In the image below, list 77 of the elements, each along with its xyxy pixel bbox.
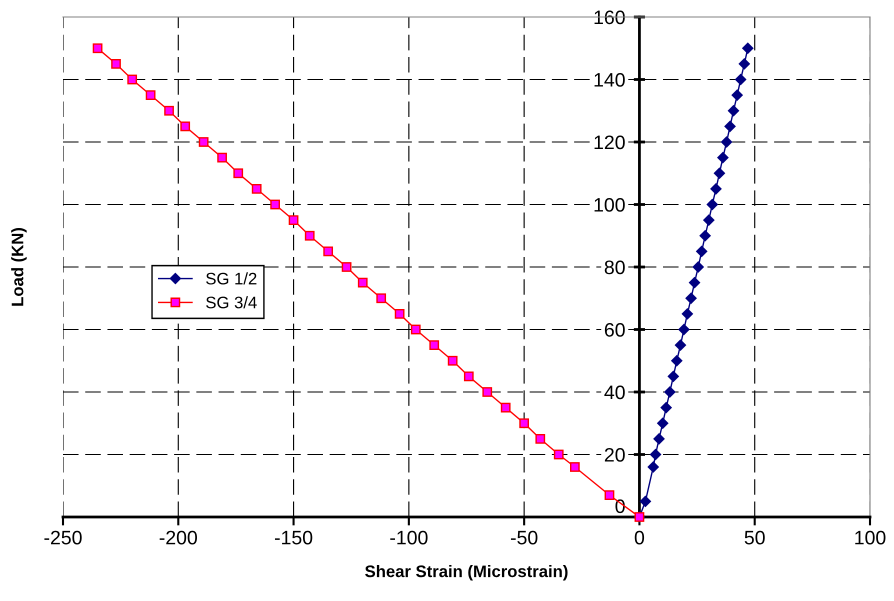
point [640,496,652,507]
point [706,198,718,210]
point [692,261,704,273]
point [180,122,190,132]
point [323,246,334,256]
point [710,183,722,194]
legend-label: SG 1/2 [206,272,256,285]
point [714,168,726,179]
point [554,450,564,460]
y-tick-label: 80 [604,260,625,274]
point [394,309,404,319]
point [682,308,693,320]
point [648,461,659,473]
x-tick-label: -250 [44,530,82,544]
y-tick-label: 100 [594,198,625,212]
point [678,324,690,336]
point [696,246,708,257]
point [668,370,679,382]
y-tick-label: 140 [594,72,625,87]
point [742,42,754,54]
x-tick-label: -150 [274,530,312,544]
point [376,293,386,304]
point [660,402,672,414]
point [111,59,121,69]
point [570,462,580,472]
point [674,340,686,351]
point [664,386,676,398]
point [519,418,530,428]
point [127,74,138,84]
point [500,402,511,412]
point [464,372,474,382]
point [688,277,700,288]
point [671,355,682,366]
point [717,152,728,164]
point [410,324,421,334]
x-tick-label: 50 [744,530,765,544]
y-axis-title: Load (KN) [11,228,27,306]
y-tick-label: 60 [604,322,625,337]
point [164,106,174,116]
x-axis-title: Shear Strain (Microstrain) [365,564,568,581]
y-tick-label: 20 [604,448,625,462]
point [198,137,209,147]
point [233,168,244,178]
point [724,120,736,132]
point [92,43,102,54]
point [217,152,227,162]
x-tick-label: -50 [510,530,538,544]
point [604,490,614,500]
point [288,215,298,225]
x-tick-label: -100 [390,530,428,544]
point [448,356,458,366]
point [146,90,156,100]
point [304,230,315,241]
point [429,340,440,350]
point [358,278,368,288]
point [738,58,750,70]
x-tick-label: 100 [855,530,886,544]
point [732,90,743,101]
point [685,292,697,304]
point [703,214,714,226]
point [657,418,668,429]
point [535,434,546,444]
point [270,200,280,210]
x-tick-label: 0 [634,530,644,544]
point [728,105,740,116]
point [720,136,732,148]
point [650,448,662,460]
point [653,433,665,444]
x-tick-label: -200 [160,530,197,544]
y-tick-label: 120 [594,135,625,150]
point [342,262,352,272]
point [735,74,746,86]
y-tick-label: 40 [604,385,625,400]
point [700,230,711,242]
legend-label: SG 3/4 [206,296,257,308]
point [482,387,492,397]
point [252,184,262,194]
